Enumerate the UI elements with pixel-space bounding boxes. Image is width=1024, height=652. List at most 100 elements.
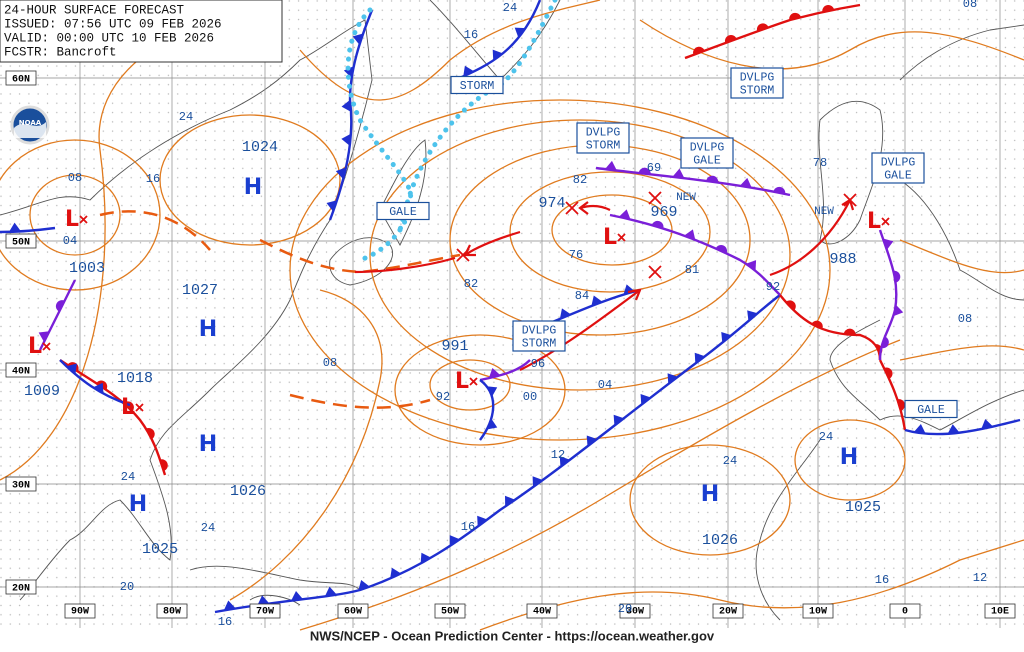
- isobar-label: 24: [723, 454, 737, 468]
- central-pressure: 1003: [69, 260, 105, 277]
- front-triangle: [257, 595, 270, 606]
- isobar-label: 16: [146, 172, 160, 186]
- front-triangle: [341, 133, 351, 146]
- isobar-label: 78: [813, 156, 827, 170]
- low-symbol: L: [455, 369, 469, 394]
- cold-front: [0, 226, 56, 234]
- front-semicircle: [159, 459, 168, 471]
- isobar-label: 20: [120, 580, 134, 594]
- warning-text: STORM: [740, 85, 775, 98]
- front-semicircle: [145, 428, 155, 440]
- front-triangle: [505, 495, 516, 507]
- isobar-label: 16: [218, 615, 232, 629]
- lon-label: 0: [902, 607, 908, 618]
- central-pressure: 991: [441, 338, 468, 355]
- front-semicircle: [822, 5, 835, 13]
- lon-label-box: [889, 603, 921, 619]
- central-pressure: 988: [829, 251, 856, 268]
- isobar-label: 24: [819, 430, 833, 444]
- lon-label-box: [64, 603, 96, 619]
- front-triangle: [463, 65, 475, 77]
- isobar-label: 12: [551, 448, 565, 462]
- lon-label: 70W: [256, 607, 274, 618]
- lon-label-box: [712, 603, 744, 619]
- central-pressure: 1025: [142, 541, 178, 558]
- isobar-label: 04: [63, 234, 77, 248]
- noaa-logo: NOAA: [10, 105, 50, 145]
- header-line: VALID: 00:00 UTC 10 FEB 2026: [4, 31, 214, 45]
- front-triangle: [694, 352, 705, 364]
- lon-label-box: [619, 603, 651, 619]
- front-semicircle: [789, 12, 801, 21]
- lat-label: 40N: [12, 367, 30, 378]
- front-triangle: [352, 33, 364, 45]
- lon-label-box: [337, 603, 369, 619]
- isobar-label: 96: [531, 357, 545, 371]
- cold-front: [454, 0, 542, 82]
- isobar-label: 69: [647, 161, 661, 175]
- cold-front: [214, 294, 781, 614]
- warning-box: [376, 201, 430, 221]
- central-pressure: 1027: [182, 282, 218, 299]
- front-triangle: [613, 414, 624, 426]
- front-triangle: [721, 331, 732, 343]
- warning-text: GALE: [884, 170, 912, 183]
- warning-box: [450, 75, 504, 95]
- front-semicircle: [693, 46, 705, 55]
- front-triangle: [640, 393, 651, 405]
- header-box: [0, 0, 283, 63]
- low-symbol: L: [65, 207, 79, 232]
- front-triangle: [341, 99, 352, 112]
- graticule: [0, 0, 1024, 628]
- front-triangle: [8, 222, 21, 232]
- front-triangle: [492, 49, 503, 61]
- isobar-label: 24: [179, 110, 193, 124]
- front-semicircle: [881, 336, 889, 349]
- high-symbol: H: [199, 432, 217, 457]
- lon-label-box: [249, 603, 281, 619]
- lon-label-box: [156, 603, 188, 619]
- front-triangle: [486, 386, 498, 397]
- front-triangle: [532, 476, 543, 488]
- front-triangle: [604, 160, 617, 171]
- isobar-label: 92: [436, 390, 450, 404]
- central-pressure: 1024: [242, 139, 278, 156]
- lat-label: 20N: [12, 584, 30, 595]
- ice-edge: [345, 0, 558, 263]
- front-triangle: [66, 363, 77, 375]
- header-line: ISSUED: 07:56 UTC 09 FEB 2026: [4, 17, 222, 31]
- front-triangle: [684, 229, 696, 240]
- front-triangle: [747, 310, 758, 322]
- isobar-label: 12: [973, 571, 987, 585]
- cold-front: [59, 359, 131, 407]
- front-triangle: [420, 552, 432, 564]
- front-triangle: [745, 260, 757, 271]
- isobar-label: 08: [958, 312, 972, 326]
- logo-text: NOAA: [19, 119, 42, 127]
- front-semicircle: [843, 328, 856, 335]
- front-triangle: [343, 66, 354, 78]
- front-triangle: [291, 591, 304, 601]
- header-line: FCSTR: Bancroft: [4, 45, 117, 59]
- isobar-label: 08: [323, 356, 337, 370]
- front-triangle: [449, 535, 460, 546]
- lat-label: 50N: [12, 238, 30, 249]
- warning-text: DVLPG: [740, 72, 775, 85]
- isobar-label: 76: [569, 248, 583, 262]
- footer: NWS/NCEP - Ocean Prediction Center - htt…: [310, 628, 715, 643]
- front-semicircle: [811, 320, 823, 329]
- lon-label: 50W: [441, 607, 459, 618]
- lat-label: 30N: [12, 481, 30, 492]
- isobar-label: 08: [68, 171, 82, 185]
- front-triangle: [326, 200, 337, 212]
- low-symbol: L: [867, 209, 881, 234]
- high-symbol: H: [199, 317, 217, 342]
- front-triangle: [223, 600, 236, 611]
- track-arrow: [519, 288, 642, 371]
- lon-label: 60W: [344, 607, 362, 618]
- front-semicircle: [897, 399, 905, 411]
- low-position-x: [648, 265, 662, 279]
- front-triangle: [591, 295, 603, 307]
- isobar-label: 16: [461, 520, 475, 534]
